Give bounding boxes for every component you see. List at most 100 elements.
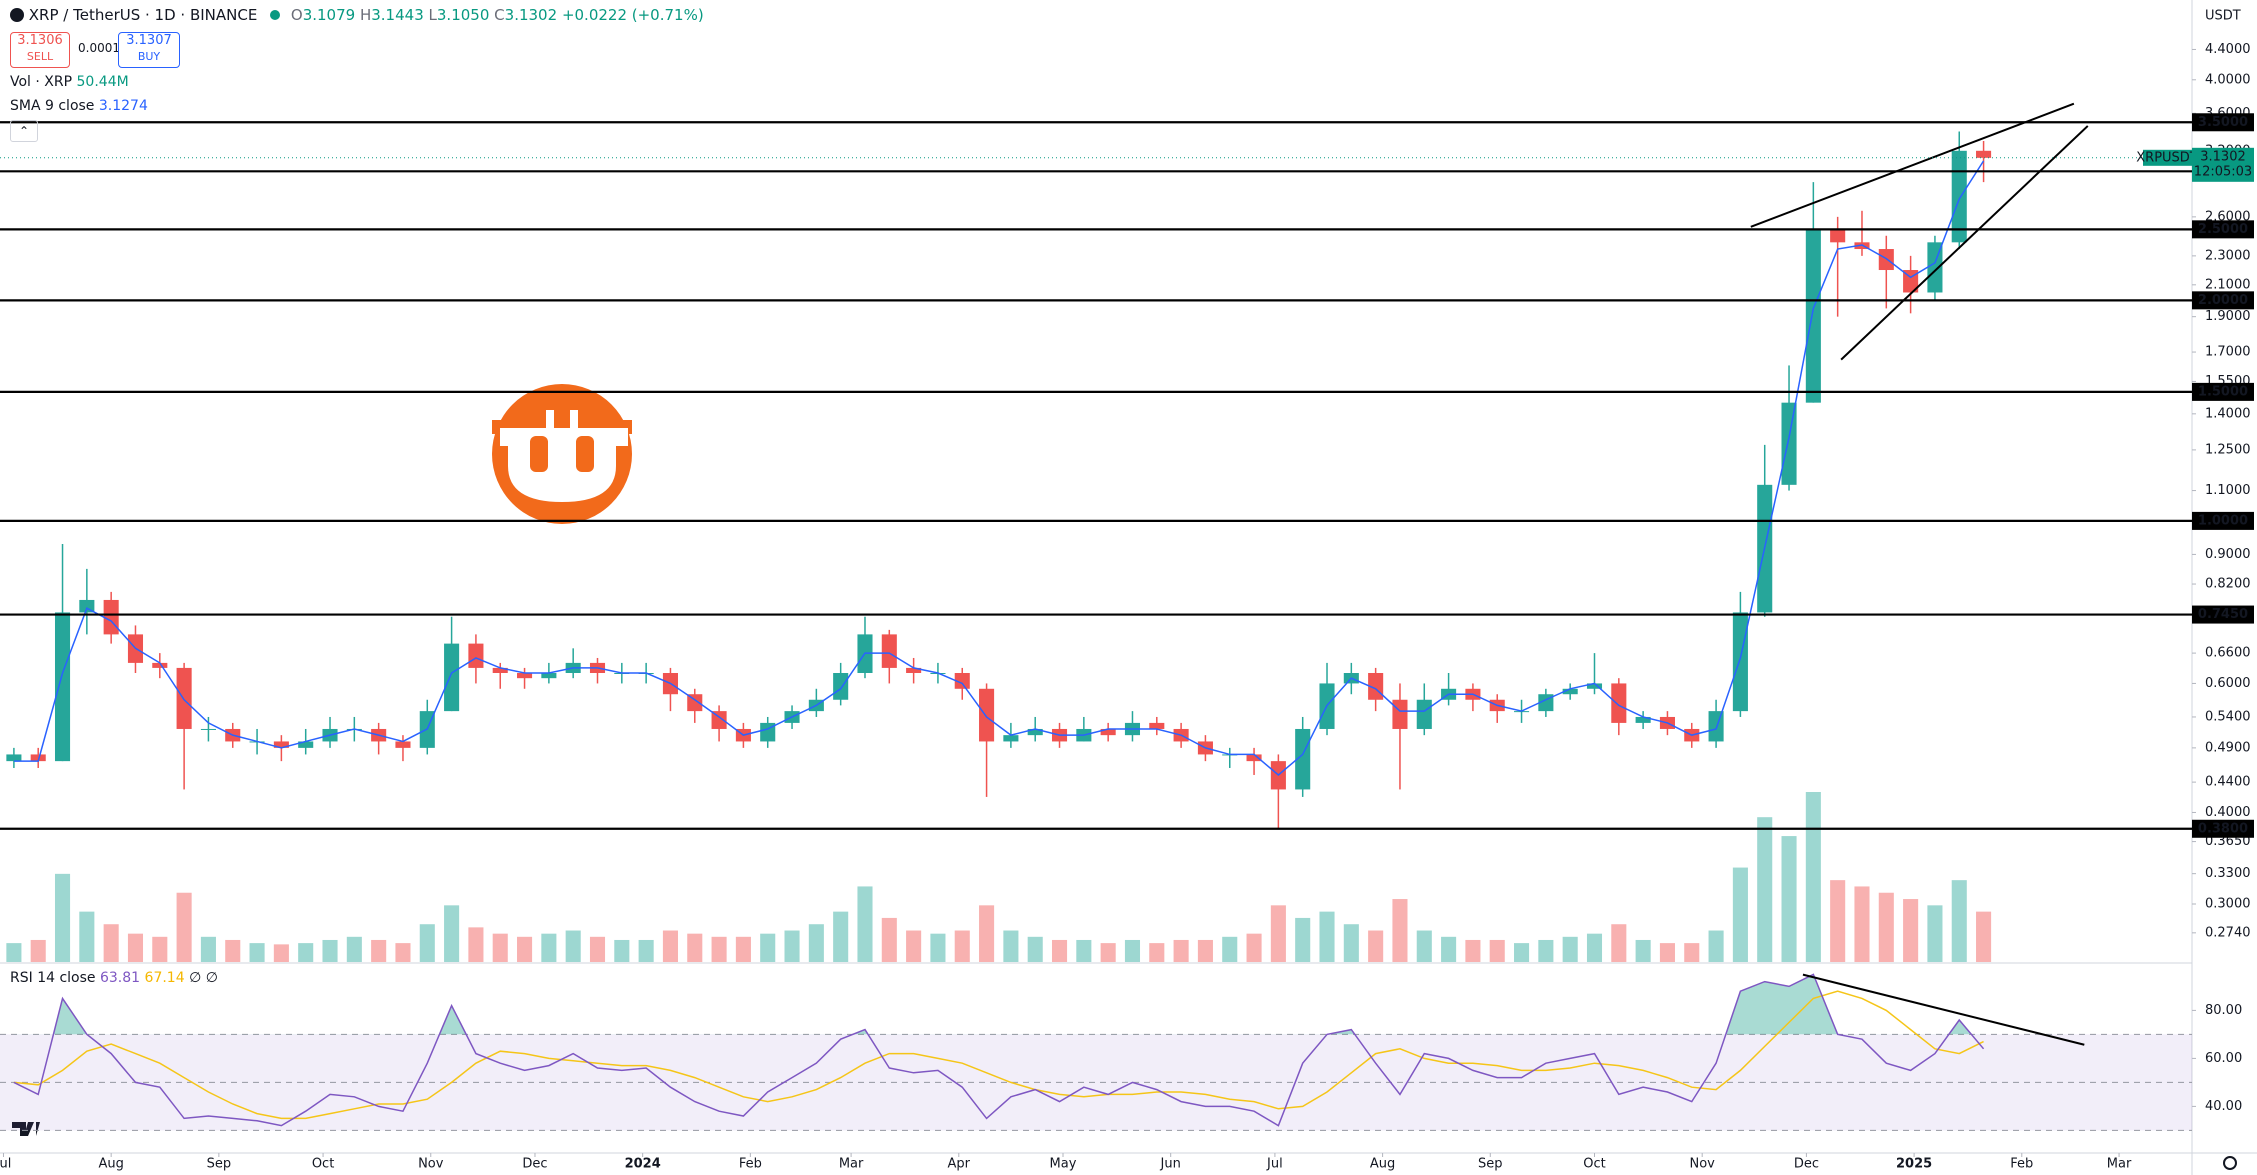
candle-body [541,673,557,679]
rsi-label: RSI 14 close [10,970,96,986]
volume-bar [103,924,119,962]
level-box [2192,511,2254,530]
sell-price: 3.1306 [17,33,63,48]
x-tick-label: Feb [2010,1157,2033,1172]
volume-bar [662,930,678,962]
volume-bar [833,911,849,962]
y-tick-label: 0.8200 [2205,577,2251,592]
candle-body [1611,683,1627,723]
candle-body [1732,612,1748,712]
volume-bar [395,943,411,962]
x-tick-label: Oct [1583,1157,1605,1172]
rsi-ma-value: 67.14 [144,970,185,986]
volume-bar [906,930,922,962]
x-tick-label: Feb [739,1157,762,1172]
volume-bar [1051,939,1068,962]
candle-body [1027,728,1043,736]
rsi-line [13,973,1985,1127]
y-tick-label: 4.0000 [2205,72,2251,87]
volume-bar [1465,939,1481,962]
rsi-tick-label: 40.00 [2205,1099,2242,1114]
volume-bar [1514,943,1530,962]
y-tick-label: 0.4000 [2205,805,2251,820]
volume-bar [1343,924,1359,962]
tv-logo [12,1122,40,1136]
level-box [2192,113,2254,132]
x-tick-label: Dec [1794,1157,1819,1172]
volume-bar [930,933,946,962]
settings-icon[interactable] [2223,1156,2237,1170]
collapse-button[interactable]: ⌃ [10,120,38,142]
rsi-tick-label: 60.00 [2205,1051,2242,1066]
level-label: 3.5000 [2198,115,2248,130]
buy-label: BUY [137,50,161,63]
status-dot [270,10,281,20]
x-tick-label: Mar [839,1157,864,1172]
buy-button[interactable]: 3.1307 BUY [118,32,180,68]
volume-bar [1319,911,1335,962]
rsi-extra: ∅ ∅ [189,970,218,986]
currency-label[interactable]: USDT [2205,9,2241,24]
volume-bar [687,933,703,962]
volume-bar [1222,936,1238,962]
volume-bar [1441,936,1457,962]
volume-bar [1538,939,1554,962]
volume-bar [1781,836,1797,962]
volume-bar [1878,892,1894,962]
candle-body [1830,229,1846,243]
change: +0.0222 (+0.71%) [561,6,704,24]
y-tick-label: 0.5400 [2205,709,2251,724]
y-tick-label: 0.9000 [2205,547,2251,562]
volume-bar [1149,943,1165,962]
sell-label: SELL [26,50,54,63]
candle-body [1635,716,1651,723]
sma-line [13,160,1985,776]
volume-bar [1757,817,1773,962]
symbol-icon [10,8,24,22]
volume-bar [1854,886,1870,962]
candle-body [1149,722,1165,729]
symbol[interactable]: XRP / TetherUS · 1D · BINANCE [28,6,258,24]
x-tick-label: 2024 [625,1157,661,1172]
x-tick-label: Sep [207,1157,232,1172]
volume-bar [30,939,46,962]
candle-body [79,599,95,613]
candle-body [881,634,897,668]
y-tick-label: 0.6600 [2205,646,2251,661]
volume-bar [1635,939,1651,962]
x-tick-label: Dec [522,1157,547,1172]
volume-bar [1416,930,1432,962]
volume-bar [1173,939,1189,962]
volume-value: 50.44M [76,74,129,90]
candle-body [833,673,849,700]
candle-body [200,728,216,730]
price-tag-label: 3.1302 [2200,149,2246,164]
level-label: 1.0000 [2198,513,2248,528]
level-label: 2.0000 [2198,293,2248,308]
ohlc-key: O [290,6,303,24]
volume-bar [1684,943,1700,962]
sell-button[interactable]: 3.1306 SELL [10,32,70,68]
candle-body [1416,699,1432,729]
sma-value: 3.1274 [98,98,148,114]
spread: 0.0001 [78,41,120,55]
y-tick-label: 4.4000 [2205,42,2251,57]
volume-bar [225,939,241,962]
trendline [1840,125,2089,361]
logo-prong [546,410,554,432]
volume-bar [1903,899,1919,962]
volume-bar [444,905,460,962]
volume-bar [1732,867,1748,962]
y-tick-label: 0.2740 [2205,925,2251,940]
y-tick-label: 1.1000 [2205,483,2251,498]
volume-bar [1100,943,1116,962]
volume-bar [1708,930,1724,962]
volume-bar [1562,936,1578,962]
candle-body [1976,150,1992,158]
volume-bar [857,886,873,962]
volume-bar [1489,939,1505,962]
volume-bar [371,939,387,962]
y-tick-label: 0.3650 [2205,834,2251,849]
